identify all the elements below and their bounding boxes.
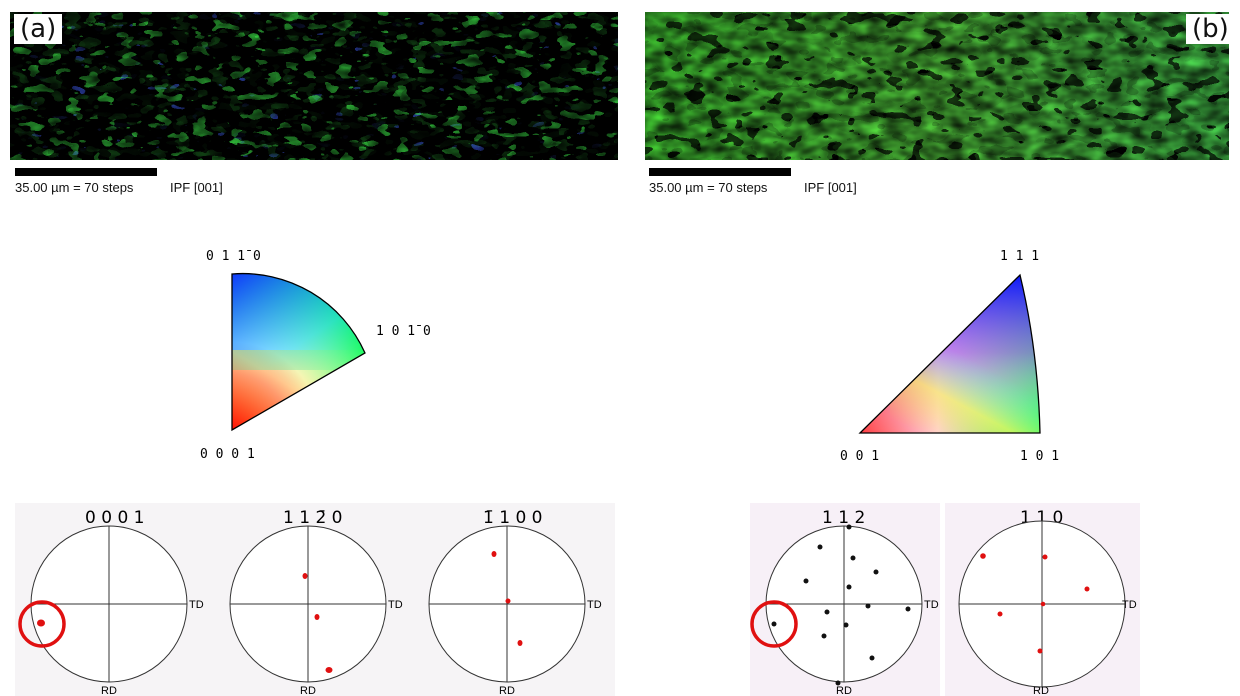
- pole-point: [314, 614, 320, 620]
- pole-points-red: [980, 553, 1090, 654]
- key-label-right-a: 1 0 1̄ 0: [376, 324, 431, 339]
- pole-point: [325, 667, 333, 673]
- pf-rd-a2: RD: [300, 685, 316, 696]
- ebsd-map-b: [645, 12, 1229, 160]
- pole-point: [505, 598, 511, 604]
- pf-td-a3: TD: [587, 599, 602, 611]
- pf-title-a2: 1 1 2̄ 0: [283, 508, 342, 528]
- pole-figure-a1: 0 0 0 1 TD RD: [15, 503, 215, 696]
- ipf-text-a: IPF [001]: [170, 180, 223, 195]
- pole-point: [491, 551, 497, 557]
- pf-td-b2: TD: [1122, 599, 1137, 611]
- pole-point: [302, 573, 308, 579]
- ipf-key-triangle: 1 1 1 0 0 1 1 0 1: [840, 249, 1059, 464]
- highlight-circle: [18, 600, 66, 648]
- key-label-left-b: 0 0 1: [840, 449, 879, 464]
- pf-rd-b2: RD: [1033, 685, 1049, 696]
- scale-text-a: 35.00 µm = 70 steps: [15, 180, 134, 195]
- pf-title-b1: 1 1 2: [822, 508, 865, 528]
- scale-text-b: 35.00 µm = 70 steps: [649, 180, 768, 195]
- pf-title-a3: 1̄ 1 0 0: [483, 508, 542, 528]
- key-label-right-b: 1 0 1: [1020, 449, 1059, 464]
- pf-td-a1: TD: [189, 599, 204, 611]
- key-label-top-a: 0 1 1̄ 0: [206, 249, 261, 264]
- ebsd-map-a: [10, 12, 618, 160]
- panel-label-b: (b): [1186, 14, 1235, 44]
- pole-figure-a2: 1 1 2̄ 0 TD RD: [215, 503, 415, 696]
- pf-td-a2: TD: [388, 599, 403, 611]
- highlight-circle: [750, 600, 798, 648]
- pf-rd-b1: RD: [836, 685, 852, 696]
- panel-label-a: (a): [14, 14, 63, 44]
- pole-figure-b2: 1 1 0 TD RD: [945, 503, 1140, 696]
- pole-figure-a3: 1̄ 1 0 0 TD RD: [415, 503, 615, 696]
- key-label-top-b: 1 1 1: [1000, 249, 1039, 264]
- pole-point: [517, 640, 523, 646]
- pf-rd-a1: RD: [101, 685, 117, 696]
- pole-figure-b1: 1 1 2 TD RD: [750, 503, 940, 696]
- phase-green-b: [645, 12, 1229, 160]
- ipf-text-b: IPF [001]: [804, 180, 857, 195]
- pf-td-b1: TD: [924, 599, 939, 611]
- ipf-key-hex: 0 1 1̄ 0 1 0 1̄ 0 0 0 0 1: [200, 249, 431, 462]
- pole-point: [37, 619, 45, 627]
- scale-bar-a: [15, 168, 157, 176]
- phase-green-a: [10, 12, 618, 160]
- key-label-bottom-a: 0 0 0 1: [200, 447, 255, 462]
- pf-title-a1: 0 0 0 1: [85, 508, 144, 528]
- pole-points-black: [771, 524, 911, 686]
- scale-bar-b: [649, 168, 791, 176]
- pf-rd-a3: RD: [499, 685, 515, 696]
